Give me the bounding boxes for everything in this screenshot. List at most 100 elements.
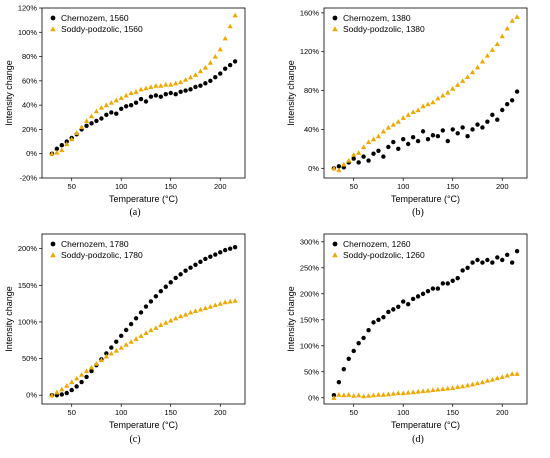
data-point — [163, 81, 169, 87]
data-point — [168, 280, 173, 285]
data-point — [158, 94, 164, 99]
data-point — [232, 59, 238, 64]
plot-frame — [41, 7, 246, 179]
data-point — [197, 306, 204, 312]
y-tick-label: 250% — [300, 263, 320, 272]
data-point — [489, 47, 495, 52]
data-point — [208, 78, 213, 84]
data-point — [400, 390, 406, 396]
data-point — [336, 164, 342, 169]
data-point — [405, 112, 411, 117]
legend-marker — [332, 241, 338, 247]
data-point — [64, 383, 70, 388]
data-point — [420, 103, 426, 109]
legend-marker — [50, 15, 56, 21]
data-point — [153, 93, 159, 98]
data-point — [133, 89, 139, 94]
legend-label: Soddy-podzolic, 1380 — [343, 24, 425, 34]
y-tick-label: 40% — [22, 101, 37, 110]
data-point — [202, 64, 208, 70]
data-point — [74, 130, 80, 136]
series-chernozem — [331, 89, 520, 171]
plot-frame — [323, 7, 528, 179]
legend-label: Chernozem, 1560 — [61, 13, 129, 23]
y-axis-label: Intensity change — [286, 60, 296, 126]
data-point — [218, 71, 223, 76]
data-point — [188, 87, 193, 92]
data-point — [227, 246, 233, 251]
data-point — [385, 124, 391, 130]
data-point — [415, 138, 421, 144]
data-point — [425, 136, 431, 142]
data-point — [470, 260, 475, 265]
data-point — [405, 301, 411, 307]
data-point — [484, 53, 490, 58]
data-point — [430, 387, 436, 393]
data-point — [455, 131, 460, 136]
data-point — [479, 58, 486, 64]
data-point — [386, 144, 391, 150]
data-point — [148, 94, 154, 99]
data-point — [143, 304, 149, 309]
x-tick-label: 150 — [164, 408, 177, 417]
data-point — [138, 333, 144, 338]
data-point — [178, 89, 183, 94]
data-point — [470, 127, 475, 132]
data-point — [203, 81, 208, 86]
data-point — [153, 325, 159, 330]
data-point — [440, 281, 446, 286]
data-point — [158, 83, 164, 88]
data-point — [187, 309, 194, 315]
data-point — [104, 112, 109, 118]
chart-panel-b: 50 100 150 200 0% 40% 80% 120% 160% Temperature (… — [286, 7, 528, 218]
data-point — [168, 90, 173, 96]
data-point — [425, 288, 431, 294]
data-point — [59, 386, 65, 392]
data-point — [178, 79, 184, 85]
data-point — [445, 281, 450, 286]
y-tick-label: 150% — [18, 281, 38, 290]
legend-label: Soddy-podzolic, 1260 — [343, 250, 425, 260]
data-point — [143, 85, 149, 91]
data-point — [222, 247, 228, 253]
y-axis-label: Intensity change — [4, 60, 14, 126]
data-point — [410, 135, 416, 140]
data-point — [410, 389, 416, 395]
data-point — [430, 133, 436, 138]
data-point — [119, 333, 124, 339]
data-point — [514, 371, 520, 376]
x-tick-label: 200 — [214, 408, 227, 417]
data-point — [74, 384, 79, 389]
data-point — [500, 257, 505, 263]
data-point — [49, 151, 55, 156]
data-point — [455, 275, 460, 281]
data-point — [495, 255, 500, 260]
data-point — [192, 72, 199, 77]
data-point — [227, 23, 233, 29]
data-point — [351, 393, 357, 398]
data-point — [193, 84, 198, 90]
data-point — [118, 344, 124, 350]
data-point — [222, 66, 228, 71]
data-point — [187, 74, 194, 80]
data-point — [445, 138, 450, 144]
data-point — [183, 88, 188, 93]
data-point — [396, 304, 401, 309]
data-point — [89, 368, 94, 374]
data-point — [401, 299, 406, 304]
data-point — [128, 90, 134, 96]
data-point — [494, 41, 500, 47]
data-point — [208, 254, 213, 259]
data-point — [509, 260, 515, 265]
data-point — [386, 309, 391, 315]
data-point — [380, 392, 387, 397]
y-tick-label: 20% — [22, 125, 37, 134]
data-point — [514, 89, 520, 94]
data-point — [346, 392, 352, 397]
data-point — [79, 372, 85, 377]
data-point — [465, 134, 470, 139]
data-point — [425, 387, 431, 393]
data-point — [198, 259, 203, 265]
data-point — [479, 379, 486, 385]
data-point — [69, 136, 75, 142]
